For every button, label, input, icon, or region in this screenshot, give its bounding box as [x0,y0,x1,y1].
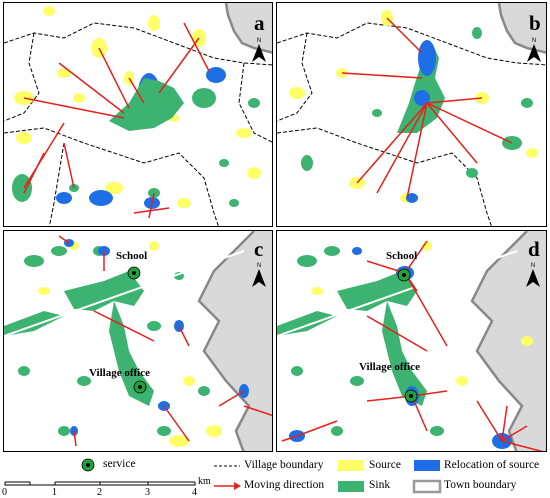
service-icon [81,458,95,472]
poi-label-school: School [116,250,148,262]
map-panel-a: a N [3,2,273,227]
outside-town-area [226,3,272,53]
legend-relocation-label: Relocation of source [444,459,540,471]
village-boundary [277,22,546,66]
map-c-canvas [4,231,272,451]
scale-tick-0: 0 [2,487,7,498]
panel-label-d: d [528,237,540,261]
road [277,250,518,337]
village-boundary [4,32,40,122]
town-boundary [197,231,255,451]
north-arrow-icon: N [526,263,540,292]
legend-town-boundary-label: Town boundary [444,479,517,491]
village-boundary [277,32,313,122]
legend-service-label: service [103,458,136,470]
map-panel-c: c N School Village office [3,230,273,452]
legend: service Village boundary Moving directio… [0,455,550,498]
village-boundary [277,127,492,226]
map-a-canvas [4,3,272,226]
village-boundary [4,127,219,226]
legend-source-swatch [338,460,364,471]
outside-town-area [499,3,546,53]
outside-town-area [472,231,546,451]
service-icon [127,266,147,394]
map-b-canvas [277,3,546,226]
scale-tick-4: 4 [192,487,197,498]
village-boundary [4,22,272,66]
north-arrow-icon: N [252,263,266,292]
poi-label-village-office: Village office [359,361,420,373]
road [4,250,245,337]
legend-graphics [4,458,442,494]
panel-label-c: c [254,237,264,261]
village-boundary [238,62,272,143]
legend-relocation-swatch [414,460,440,471]
legend-arrow-head [234,482,241,490]
poi-label-school: School [386,250,418,262]
north-arrow-icon: N [527,38,541,67]
legend-sink-swatch [338,481,364,492]
legend-town-boundary-symbol [412,479,442,494]
service-icon [397,268,418,403]
legend-sink-label: Sink [369,479,391,491]
scale-bar [4,481,196,486]
map-panel-b: b N [276,2,547,227]
town-boundary [470,231,528,451]
legend-source-label: Source [369,459,401,471]
legend-village-boundary-label: Village boundary [244,459,324,471]
panel-label-b: b [529,11,541,35]
legend-moving-direction-label: Moving direction [244,479,325,491]
scale-tick-1: 1 [52,487,57,498]
map-d-canvas [277,231,546,451]
town-boundary [497,3,546,54]
north-arrow-icon: N [252,38,266,67]
scale-tick-3: 3 [145,487,150,498]
map-panel-d: d N School Village office [276,230,547,452]
scale-tick-2: 2 [97,487,102,498]
poi-label-village-office: Village office [89,367,150,379]
outside-town-area [199,231,272,451]
village-boundary [48,142,65,226]
scale-unit: km [198,476,211,487]
panel-label-a: a [254,11,265,35]
